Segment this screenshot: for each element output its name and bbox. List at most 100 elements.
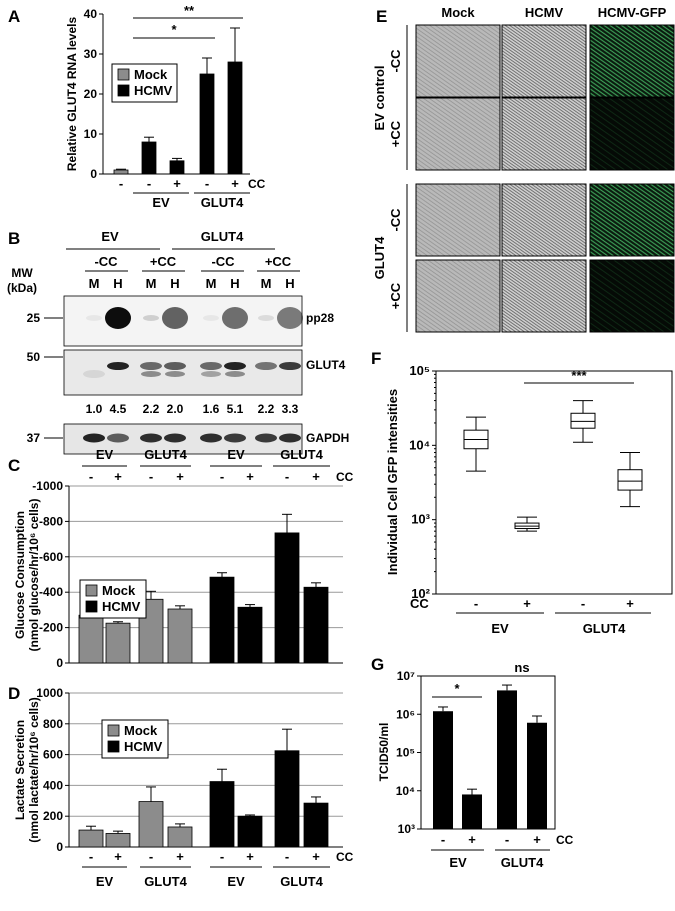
lane-label: M [146, 276, 157, 291]
micrograph-image [501, 24, 587, 98]
band-pp28 [277, 307, 303, 329]
cc-header: CC [336, 470, 354, 484]
panel-f-label: F [371, 349, 381, 368]
band-glut4 [200, 362, 222, 370]
y-tick-label: 0 [56, 840, 63, 854]
cc-label: - [441, 832, 445, 847]
legend-swatch [117, 84, 130, 97]
y-axis-title: (nmol lactate/hr/10⁶ cells) [27, 697, 41, 843]
group-label: EV [227, 447, 245, 462]
bar [462, 794, 482, 829]
band-pp28 [143, 315, 159, 321]
y-tick-label: -600 [39, 550, 63, 564]
bar [497, 690, 517, 829]
legend-label: Mock [124, 723, 158, 738]
cc-label: - [505, 832, 509, 847]
legend-swatch [85, 584, 98, 597]
cc-label: - [285, 469, 289, 484]
significance-mark: ns [514, 660, 529, 675]
cc-label: + [468, 832, 476, 847]
band-gapdh [255, 433, 277, 443]
band-gapdh [107, 433, 129, 443]
box [570, 412, 596, 429]
panel-e-label: E [376, 7, 387, 26]
band-pp28 [105, 307, 131, 329]
bar [274, 532, 300, 664]
y-tick-label: -200 [39, 621, 63, 635]
significance-mark: * [454, 681, 460, 696]
y-tick-label: 10⁶ [396, 707, 415, 721]
y-tick-label: 10³ [398, 822, 415, 836]
group-label: EV [96, 447, 114, 462]
band-gapdh [140, 433, 162, 443]
y-tick-label: 10⁴ [409, 437, 430, 452]
mw-marker: 50 [27, 350, 41, 364]
band-pp28 [203, 315, 219, 321]
y-axis-title: Relative GLUT4 RNA levels [65, 17, 79, 172]
micrograph-row-label: +CC [388, 282, 403, 309]
lane-label: H [170, 276, 179, 291]
bar [303, 802, 329, 848]
cc-header: CC [556, 833, 574, 847]
cc-label: + [533, 832, 541, 847]
panel-f: F 10² 10³ 10⁴ 10⁵ Individual Cell GFP intens… [371, 349, 673, 636]
y-axis-title: TCID50/ml [377, 723, 391, 782]
bar [138, 801, 164, 848]
micrograph-image [415, 24, 501, 98]
micrograph-row-label: +CC [388, 120, 403, 147]
bar [303, 586, 329, 664]
blot-cc-header: +CC [265, 254, 292, 269]
quant-value: 2.2 [258, 402, 275, 416]
mw-title: (kDa) [7, 281, 37, 295]
blot-strip-glut4 [63, 349, 303, 396]
bar [199, 73, 215, 175]
micrograph-row-label: -CC [388, 208, 403, 232]
micrograph-image [415, 259, 501, 333]
group-label: GLUT4 [201, 195, 244, 210]
band-glut4-lower [201, 371, 221, 377]
group-label: GLUT4 [280, 874, 323, 889]
group-label: GLUT4 [583, 621, 626, 636]
band-glut4 [224, 362, 246, 370]
cc-header: CC [336, 850, 354, 864]
y-axis-title: (nmol glucose/hr/10⁶ cells) [27, 499, 41, 652]
band-glut4 [255, 362, 277, 370]
band-glut4 [279, 362, 301, 370]
cc-label: + [173, 176, 181, 191]
plot-frame [435, 370, 673, 595]
band-gapdh [200, 433, 222, 443]
y-tick-label: -400 [39, 585, 63, 599]
y-tick-label: 0 [90, 167, 97, 181]
bar [78, 829, 104, 848]
band-label: pp28 [306, 311, 334, 325]
quant-value: 5.1 [227, 402, 244, 416]
cc-label: - [205, 176, 209, 191]
lane-label: M [89, 276, 100, 291]
significance-mark: ** [184, 3, 195, 18]
band-glut4 [107, 362, 129, 370]
band-glut4-lower [141, 371, 161, 377]
panel-c: C 0 -200 -400 -600 -800 -1000 - + - + - + - + CC EV GLUT… [8, 447, 354, 670]
quant-value: 3.3 [282, 402, 299, 416]
y-tick-label: 200 [43, 809, 63, 823]
cc-label: + [114, 849, 122, 864]
legend-label: Mock [134, 67, 168, 82]
cc-label: - [89, 469, 93, 484]
bar [167, 826, 193, 848]
box [617, 469, 643, 491]
group-label: GLUT4 [144, 447, 187, 462]
y-tick-label: 400 [43, 778, 63, 792]
cc-label: + [231, 176, 239, 191]
band-pp28 [222, 307, 248, 329]
group-label: GLUT4 [144, 874, 187, 889]
band-gapdh [224, 433, 246, 443]
cc-label: - [474, 596, 478, 611]
panel-d-label: D [8, 684, 20, 703]
micrograph-image [589, 259, 675, 333]
cc-label: - [220, 849, 224, 864]
bar [274, 750, 300, 848]
panel-d: D 0 200 400 600 800 1000 - + - + - + - + CC EV GLUT4 EV GL… [8, 684, 354, 889]
significance-mark: * [171, 22, 177, 37]
band-gapdh [164, 433, 186, 443]
